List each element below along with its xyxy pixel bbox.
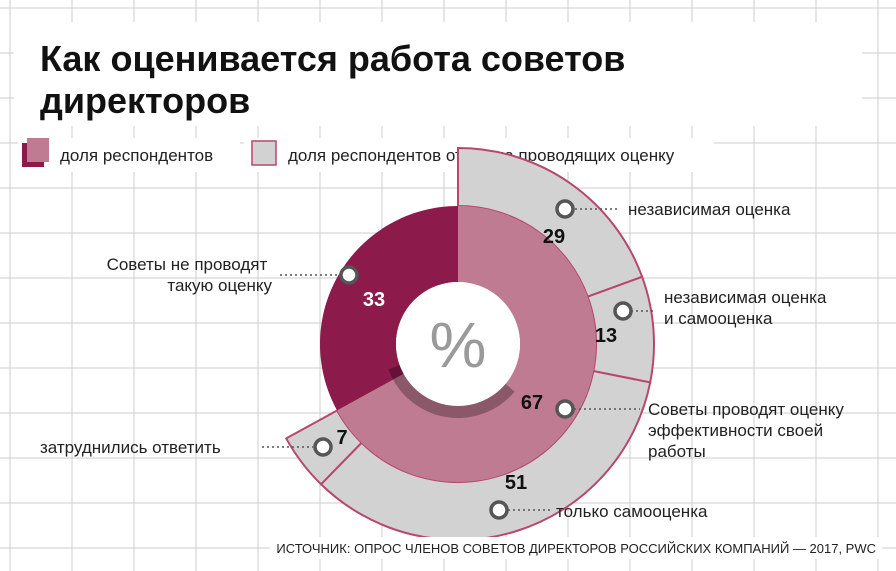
label-conducting: Советы проводят оценку эффективности сво… bbox=[648, 400, 849, 461]
legend-swatch-front bbox=[27, 138, 49, 162]
label-conducting-line-1: Советы проводят оценку bbox=[648, 400, 844, 419]
label-independent-self: независимая оценка и самооценка bbox=[664, 288, 831, 328]
inner-slice-conducting bbox=[337, 206, 596, 482]
label-conducting-line-2: эффективности своей bbox=[648, 421, 823, 440]
label-conducting-line-3: работы bbox=[648, 442, 706, 461]
marker-unsure bbox=[313, 437, 333, 457]
source-note: ИСТОЧНИК: ОПРОС ЧЛЕНОВ СОВЕТОВ ДИРЕКТОРО… bbox=[276, 541, 876, 556]
legend-panel-1 bbox=[18, 138, 240, 172]
label-not-conducting: Советы не проводят такую оценку bbox=[107, 255, 273, 295]
marker-conducting bbox=[555, 399, 575, 419]
callouts bbox=[262, 208, 655, 511]
label-independent: независимая оценка bbox=[628, 200, 791, 219]
label-independent-line-1: независимая оценка bbox=[628, 200, 791, 219]
value-unsure: 7 bbox=[336, 427, 347, 449]
source-panel bbox=[270, 537, 882, 559]
marker-not-conducting bbox=[339, 265, 359, 285]
value-independent-self: 13 bbox=[595, 325, 617, 347]
callout-markers bbox=[313, 199, 633, 520]
legend-swatch-respondents bbox=[22, 138, 49, 167]
label-unsure-line-1: затруднились ответить bbox=[40, 438, 221, 457]
value-self-only: 51 bbox=[505, 472, 527, 494]
percent-symbol: % bbox=[430, 309, 487, 381]
label-not-conducting-line-1: Советы не проводят bbox=[107, 255, 268, 274]
chart-title-line-1: Как оценивается работа советов bbox=[40, 38, 625, 79]
chart-title-line-2: директоров bbox=[40, 80, 250, 121]
value-not-conducting: 33 bbox=[363, 289, 385, 311]
value-independent: 29 bbox=[543, 226, 565, 248]
inner-slice-not-conducting bbox=[320, 206, 458, 411]
inner-ring bbox=[320, 206, 596, 482]
donut-hole bbox=[396, 282, 520, 406]
label-not-conducting-line-2: такую оценку bbox=[167, 276, 272, 295]
value-conducting: 67 bbox=[521, 392, 543, 414]
marker-independent bbox=[555, 199, 575, 219]
label-unsure: затруднились ответить bbox=[40, 438, 221, 457]
label-independent-self-line-1: независимая оценка bbox=[664, 288, 827, 307]
inner-ring-shadow bbox=[388, 363, 515, 418]
label-self-only: только самооценка bbox=[556, 502, 708, 521]
legend: доля респондентов доля респондентов от ч… bbox=[18, 138, 714, 172]
marker-self-only bbox=[489, 500, 509, 520]
legend-label-respondents: доля респондентов bbox=[60, 146, 213, 165]
marker-independent-self bbox=[613, 301, 633, 321]
label-self-only-line-1: только самооценка bbox=[556, 502, 708, 521]
label-independent-self-line-2: и самооценка bbox=[664, 309, 773, 328]
donut-chart: % bbox=[284, 146, 655, 541]
legend-swatch-evaluating bbox=[251, 140, 277, 166]
title-panel bbox=[14, 22, 862, 126]
